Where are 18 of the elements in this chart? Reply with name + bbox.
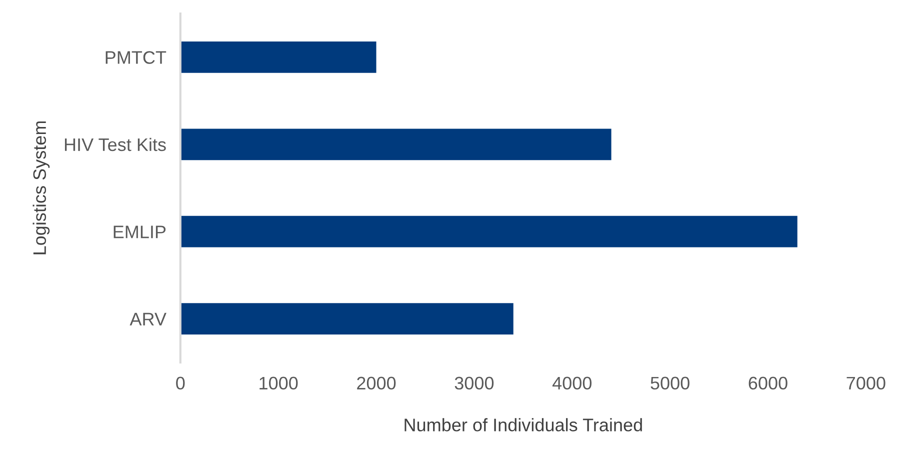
bar bbox=[180, 128, 612, 160]
bar bbox=[180, 216, 798, 248]
y-tick-label: HIV Test Kits bbox=[64, 138, 166, 152]
x-tick-label: 3000 bbox=[454, 376, 494, 390]
x-tick-label: 1000 bbox=[260, 376, 298, 390]
bar bbox=[180, 41, 376, 73]
y-axis-title: Logistics System bbox=[32, 121, 50, 254]
y-tick-label: PMTCT bbox=[106, 51, 166, 64]
x-tick-label: 4000 bbox=[552, 376, 592, 390]
x-tick-label: 5000 bbox=[650, 376, 690, 390]
x-axis-title: Number of Individuals Trained bbox=[404, 418, 642, 432]
x-tick-label: 6000 bbox=[748, 376, 788, 390]
x-tick-label: 7000 bbox=[846, 376, 886, 390]
x-tick-label: 0 bbox=[176, 376, 185, 390]
y-tick-label: ARV bbox=[130, 312, 166, 326]
bar bbox=[180, 303, 514, 334]
y-tick-label: EMLIP bbox=[114, 226, 166, 238]
x-tick-label: 2000 bbox=[357, 376, 396, 390]
